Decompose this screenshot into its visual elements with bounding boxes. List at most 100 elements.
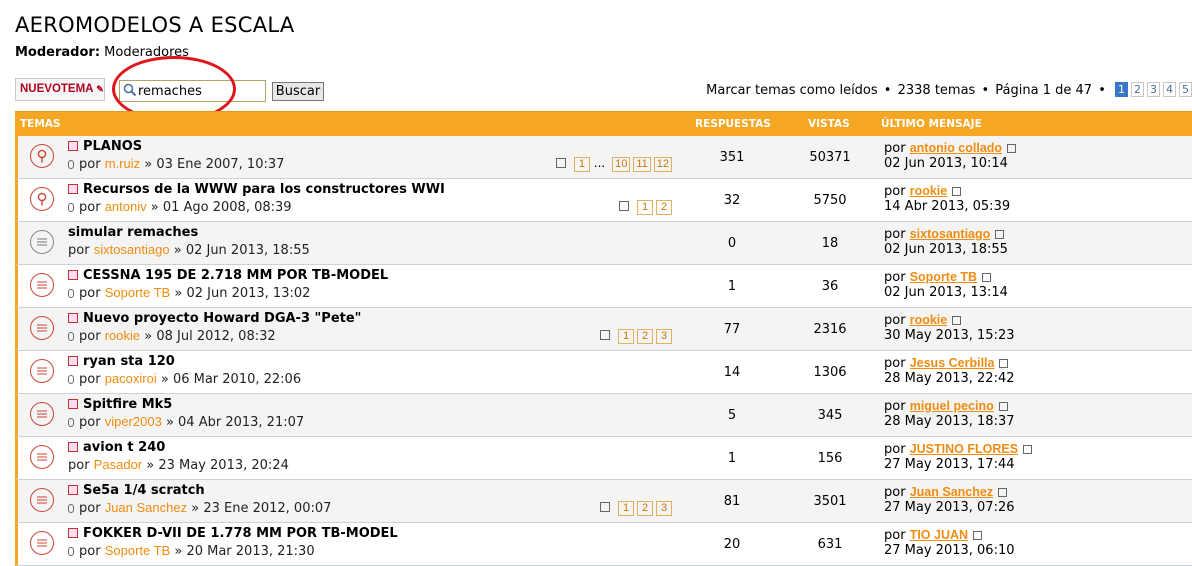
last-post-author[interactable]: Jesus Cerbilla xyxy=(909,356,995,370)
last-post-author[interactable]: TIO JUAN xyxy=(909,528,969,542)
goto-last-post-icon[interactable] xyxy=(998,488,1008,497)
col-replies: RESPUESTAS xyxy=(695,118,771,130)
replies-count: 0 xyxy=(727,236,737,251)
sticky-topic-icon xyxy=(30,144,54,168)
page-link[interactable]: 2 xyxy=(1131,82,1144,97)
by-label: por xyxy=(79,286,101,301)
page-link[interactable]: 4 xyxy=(1163,82,1176,97)
last-post-author[interactable]: Soporte TB xyxy=(909,270,978,284)
replies-count: 351 xyxy=(719,150,745,165)
topic-page-link[interactable]: 2 xyxy=(656,200,672,215)
topic-title-text[interactable]: Spitfire Mk5 xyxy=(83,397,173,412)
topic-author[interactable]: sixtosantiago xyxy=(93,242,170,257)
topic-author[interactable]: Pasador xyxy=(93,457,143,472)
search-box[interactable] xyxy=(119,80,266,102)
moderator-line: Moderador: Moderadores xyxy=(15,45,189,60)
new-post-icon[interactable] xyxy=(68,399,78,409)
last-post-date: 14 Abr 2013, 05:39 xyxy=(884,199,1011,214)
new-post-icon[interactable] xyxy=(68,313,78,323)
topic-title[interactable]: Spitfire Mk5 xyxy=(68,397,172,412)
goto-last-post-icon[interactable] xyxy=(952,187,962,196)
topic-author[interactable]: antoniv xyxy=(104,199,147,214)
topic-title[interactable]: PLANOS xyxy=(68,139,142,154)
topic-title[interactable]: ryan sta 120 xyxy=(68,354,175,369)
topic-title-text[interactable]: Nuevo proyecto Howard DGA-3 "Pete" xyxy=(83,311,362,326)
topic-page-link[interactable]: 1 xyxy=(618,329,634,344)
last-post-author[interactable]: rookie xyxy=(909,313,948,327)
new-post-icon[interactable] xyxy=(68,356,78,366)
search-button[interactable]: Buscar xyxy=(272,82,324,101)
goto-last-post-icon[interactable] xyxy=(1023,445,1033,454)
goto-last-post-icon[interactable] xyxy=(973,531,983,540)
topic-title[interactable]: CESSNA 195 DE 2.718 MM POR TB-MODEL xyxy=(68,268,388,283)
moderator-link[interactable]: Moderadores xyxy=(104,45,189,60)
topic-author[interactable]: viper2003 xyxy=(104,414,162,429)
topic-author[interactable]: Soporte TB xyxy=(104,285,171,300)
goto-last-post-icon[interactable] xyxy=(952,316,962,325)
page-link[interactable]: 3 xyxy=(1147,82,1160,97)
topic-title[interactable]: Recursos de la WWW para los constructore… xyxy=(68,182,445,197)
topic-info: por viper2003 » 04 Abr 2013, 21:07 xyxy=(68,414,304,430)
topic-info: por Pasador » 23 May 2013, 20:24 xyxy=(68,457,289,473)
last-post-author[interactable]: rookie xyxy=(909,184,948,198)
topic-page-link[interactable]: 12 xyxy=(653,157,672,172)
page-link[interactable]: 5 xyxy=(1179,82,1192,97)
new-post-icon[interactable] xyxy=(68,528,78,538)
new-post-icon[interactable] xyxy=(68,141,78,151)
mark-read-link[interactable]: Marcar temas como leídos xyxy=(706,83,878,98)
topic-title[interactable]: Se5a 1/4 scratch xyxy=(68,483,205,498)
search-input[interactable] xyxy=(138,82,262,100)
new-post-icon[interactable] xyxy=(68,270,78,280)
new-post-icon[interactable] xyxy=(68,485,78,495)
topic-title-text[interactable]: PLANOS xyxy=(83,139,143,154)
topic-count: 2338 temas xyxy=(897,83,976,98)
topic-author[interactable]: Juan Sanchez xyxy=(104,500,188,515)
goto-last-post-icon[interactable] xyxy=(999,359,1009,368)
new-post-icon[interactable] xyxy=(68,442,78,452)
topic-info: por Soporte TB » 20 Mar 2013, 21:30 xyxy=(68,543,315,559)
topic-title[interactable]: FOKKER D-VII DE 1.778 MM POR TB-MODEL xyxy=(68,526,398,541)
new-post-icon[interactable] xyxy=(68,184,78,194)
topic-title[interactable]: simular remaches xyxy=(68,225,198,240)
topic-page-link[interactable]: 3 xyxy=(656,501,672,516)
topic-page-link[interactable]: 10 xyxy=(612,157,631,172)
topic-author[interactable]: rookie xyxy=(104,328,141,343)
topic-title-text[interactable]: ryan sta 120 xyxy=(83,354,175,369)
topic-title-text[interactable]: CESSNA 195 DE 2.718 MM POR TB-MODEL xyxy=(83,268,389,283)
topic-title[interactable]: avion t 240 xyxy=(68,440,165,455)
topic-page-link[interactable]: 11 xyxy=(633,157,651,172)
topic-page-link[interactable]: 2 xyxy=(637,329,653,344)
last-post-author[interactable]: Juan Sanchez xyxy=(909,485,994,499)
topic-title-text[interactable]: avion t 240 xyxy=(83,440,166,455)
last-post-author[interactable]: JUSTINO FLORES xyxy=(909,442,1019,456)
topic-title-text[interactable]: simular remaches xyxy=(68,225,199,240)
views-count: 2316 xyxy=(813,322,847,337)
views-count: 5750 xyxy=(813,193,847,208)
topic-page-link[interactable]: 1 xyxy=(637,200,653,215)
topic-page-link[interactable]: 1 xyxy=(573,157,590,172)
topic-page-link[interactable]: 2 xyxy=(637,501,653,516)
topic-title-text[interactable]: Recursos de la WWW para los constructore… xyxy=(83,182,445,197)
last-post-author[interactable]: antonio collado xyxy=(909,141,1003,155)
page-link[interactable]: 1 xyxy=(1115,82,1128,97)
topic-title[interactable]: Nuevo proyecto Howard DGA-3 "Pete" xyxy=(68,311,361,326)
new-topic-button[interactable]: NUEVOTEMA ✎ xyxy=(15,78,105,101)
topic-author[interactable]: m.ruiz xyxy=(104,156,141,171)
topic-author[interactable]: pacoxiroi xyxy=(104,371,157,386)
goto-last-post-icon[interactable] xyxy=(1007,144,1017,153)
topic-page-link[interactable]: 1 xyxy=(618,501,634,516)
topic-date: 04 Abr 2013, 21:07 xyxy=(178,415,305,430)
unread-topic-icon xyxy=(30,488,54,512)
goto-last-post-icon[interactable] xyxy=(995,230,1005,239)
topic-title-text[interactable]: Se5a 1/4 scratch xyxy=(83,483,205,498)
last-post-author[interactable]: miguel pecino xyxy=(909,399,994,413)
topic-author[interactable]: Soporte TB xyxy=(104,543,171,558)
goto-last-post-icon[interactable] xyxy=(998,402,1008,411)
by-label: por xyxy=(79,501,101,516)
last-post-author[interactable]: sixtosantiago xyxy=(909,227,991,241)
topic-page-link[interactable]: 3 xyxy=(656,329,672,344)
goto-last-post-icon[interactable] xyxy=(982,273,992,282)
topic-title-text[interactable]: FOKKER D-VII DE 1.778 MM POR TB-MODEL xyxy=(83,526,398,541)
